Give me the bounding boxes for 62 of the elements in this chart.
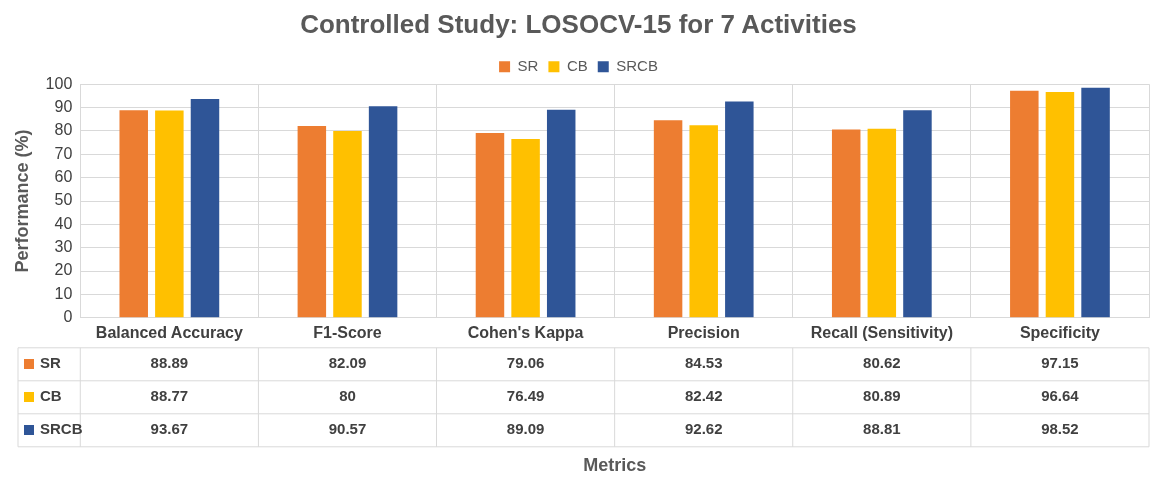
legend-label: SRCB <box>616 56 658 74</box>
bar <box>689 125 718 318</box>
y-tick-label: 80 <box>54 121 73 139</box>
bar <box>1045 92 1075 318</box>
bar <box>831 129 861 318</box>
data-label: 76.49 <box>506 387 545 405</box>
bar <box>903 110 932 318</box>
data-label: 97.15 <box>1041 354 1079 372</box>
data-label: 89.09 <box>506 420 545 438</box>
x-tick-label: Precision <box>667 323 740 341</box>
bar <box>475 133 505 318</box>
y-tick-label: 40 <box>54 214 73 232</box>
bar <box>546 109 576 318</box>
data-label: 96.64 <box>1041 387 1080 405</box>
y-tick-label: 90 <box>54 97 73 115</box>
y-tick-label: 50 <box>54 191 73 209</box>
data-label: 79.06 <box>506 354 545 372</box>
data-label: 82.09 <box>328 354 367 372</box>
y-tick-label: 100 <box>45 74 73 92</box>
bar <box>725 101 754 318</box>
data-label: 80.89 <box>863 387 901 405</box>
data-label: 88.81 <box>863 420 901 438</box>
bar <box>333 130 362 318</box>
y-tick-label: 30 <box>54 238 73 256</box>
bar <box>155 110 184 318</box>
x-tick-label: F1-Score <box>313 323 382 341</box>
text: CB <box>40 387 62 405</box>
x-tick-label: Balanced Accuracy <box>95 323 243 341</box>
y-axis-title: Performance (%) <box>11 129 32 273</box>
data-label: 88.89 <box>150 354 189 372</box>
data-label: 82.42 <box>684 387 723 405</box>
chart-title: Controlled Study: LOSOCV-15 for 7 Activities <box>300 8 857 39</box>
x-tick-label: Specificity <box>1019 323 1101 341</box>
y-tick-label: 60 <box>54 168 73 186</box>
legend-label: SR <box>517 56 539 74</box>
y-tick-label: 20 <box>54 261 73 279</box>
text: SRCB <box>40 420 83 438</box>
bar <box>190 98 220 318</box>
data-label: 84.53 <box>684 354 723 372</box>
bar <box>1010 90 1039 318</box>
bar <box>1081 87 1110 318</box>
data-label: 98.52 <box>1041 420 1079 438</box>
data-label: 88.77 <box>150 387 189 405</box>
y-tick-label: 0 <box>63 308 73 326</box>
data-label: 93.67 <box>150 420 189 438</box>
y-tick-label: 70 <box>54 144 73 162</box>
bar <box>511 139 540 318</box>
x-tick-label: Recall (Sensitivity) <box>810 323 953 341</box>
x-tick-label: Cohen's Kappa <box>467 323 584 341</box>
data-label: 80.62 <box>863 354 901 372</box>
bar <box>119 110 148 318</box>
text: Metrics <box>583 454 647 475</box>
bar <box>368 106 398 318</box>
data-label: 92.62 <box>684 420 723 438</box>
bar <box>867 128 897 318</box>
text: SR <box>40 354 61 372</box>
bar <box>297 126 327 318</box>
data-label: 90.57 <box>328 420 367 438</box>
data-label: 80 <box>339 387 356 405</box>
bar <box>653 120 683 318</box>
y-tick-label: 10 <box>54 284 73 302</box>
legend-label: CB <box>566 56 588 74</box>
